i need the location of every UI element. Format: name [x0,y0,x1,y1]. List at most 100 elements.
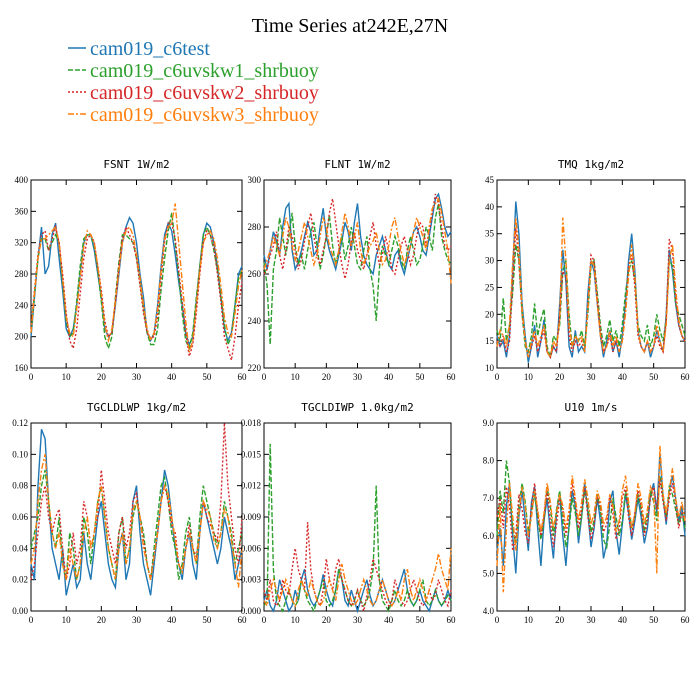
x-tick-label: 0 [262,615,267,625]
x-tick-label: 50 [202,372,212,382]
y-tick-label: 0.08 [12,481,28,491]
series-line-cam019-c6test [30,429,243,596]
x-tick-label: 10 [524,372,534,382]
x-tick-label: 20 [555,372,565,382]
y-tick-label: 15 [485,336,495,346]
x-tick-label: 10 [291,615,301,625]
x-tick-label: 40 [618,372,628,382]
y-tick-label: 9.0 [483,418,495,428]
x-tick-label: 50 [649,372,659,382]
x-tick-label: 20 [322,615,332,625]
y-tick-label: 8.0 [483,456,495,466]
x-tick-label: 60 [447,372,457,382]
x-tick-label: 40 [384,615,394,625]
x-tick-label: 40 [167,615,177,625]
series-line-cam019-c6uvskw3-shrbuoy [30,454,243,588]
y-tick-label: 0.015 [241,449,262,459]
y-tick-label: 7.0 [483,493,495,503]
y-tick-label: 40 [485,202,495,212]
series-line-cam019-c6test [496,453,686,574]
x-tick-label: 30 [587,615,597,625]
y-tick-label: 20 [485,309,495,319]
legend-label: cam019_c6uvskw3_shrbuoy [90,104,319,126]
series-line-cam019-c6uvskw2-shrbuoy [496,228,686,360]
chart-panel: TGCLDLWP 1kg/m2 0 10 20 30 40 50 60 0.00 0.02 0.04… [12,401,247,625]
y-tick-label: 160 [15,363,29,373]
series-line-cam019-c6uvskw1-shrbuoy [496,244,686,358]
y-tick-label: 6.0 [483,531,495,541]
y-tick-label: 220 [248,363,262,373]
y-tick-label: 0.02 [12,575,28,585]
x-tick-label: 0 [262,372,267,382]
x-tick-label: 30 [132,615,142,625]
series-line-cam019-c6uvskw3-shrbuoy [496,217,686,360]
legend-label: cam019_c6uvskw1_shrbuoy [90,60,319,82]
chart-panel: FSNT 1W/m2 0 10 20 30 40 50 60 160 200 240 280 320 36… [15,158,248,382]
x-tick-label: 0 [495,615,500,625]
x-tick-label: 20 [97,615,107,625]
y-tick-label: 320 [15,238,29,248]
chart-panel: U10 1m/s 0 10 20 30 40 50 60 4.0 5.0 6.0 7.0 8.0 9.0 [483,401,690,625]
x-tick-label: 30 [587,372,597,382]
series-line-cam019-c6uvskw2-shrbuoy [30,422,243,580]
legend-label: cam019_c6test [90,38,210,60]
series-line-cam019-c6uvskw3-shrbuoy [263,197,452,284]
series-line-cam019-c6uvskw2-shrbuoy [30,222,243,361]
x-tick-label: 60 [447,615,457,625]
series-line-cam019-c6uvskw3-shrbuoy [263,548,452,608]
x-tick-label: 50 [649,615,659,625]
x-tick-label: 0 [495,372,500,382]
series-line-cam019-c6test [30,216,243,347]
figure-title: Time Series at242E,27N [252,15,448,37]
legend-label: cam019_c6uvskw2_shrbuoy [90,82,319,104]
legend-entry: cam019_c6test [68,38,210,60]
chart-panel: FLNT 1W/m2 0 10 20 30 40 50 60 220 240 260 280 300 [248,158,457,382]
x-tick-label: 60 [238,615,248,625]
panel-title: TMQ 1kg/m2 [558,158,624,171]
x-tick-label: 60 [238,372,248,382]
y-tick-label: 360 [15,206,29,216]
series-line-cam019-c6uvskw1-shrbuoy [263,443,452,613]
chart-panel: TGCLDIWP 1.0kg/m20 10 20 30 40 50 600.0000.003… [241,401,456,625]
x-tick-label: 50 [415,372,425,382]
x-tick-label: 30 [353,372,363,382]
x-tick-label: 30 [353,615,363,625]
series-line-cam019-c6uvskw3-shrbuoy [496,445,686,593]
x-tick-label: 40 [167,372,177,382]
y-tick-label: 0.10 [12,449,28,459]
x-tick-label: 0 [29,615,34,625]
x-tick-label: 60 [681,372,691,382]
series-line-cam019-c6uvskw1-shrbuoy [263,203,452,345]
series-line-cam019-c6uvskw3-shrbuoy [30,203,243,353]
y-tick-label: 280 [248,222,262,232]
y-tick-label: 0.12 [12,418,28,428]
panel-title: FSNT 1W/m2 [103,158,169,171]
legend: cam019_c6test cam019_c6uvskw1_shrbuoy ca… [68,38,319,126]
y-tick-label: 200 [15,332,29,342]
series-line-cam019-c6uvskw2-shrbuoy [496,479,686,551]
y-tick-label: 0.009 [241,512,262,522]
panel-title: U10 1m/s [565,401,618,414]
y-tick-label: 280 [15,269,29,279]
y-tick-label: 0.04 [12,543,28,553]
y-tick-label: 0.000 [241,606,262,616]
legend-entry: cam019_c6uvskw1_shrbuoy [68,60,319,82]
legend-entry: cam019_c6uvskw2_shrbuoy [68,82,319,104]
panel-title: TGCLDLWP 1kg/m2 [87,401,186,414]
x-tick-label: 30 [132,372,142,382]
legend-entry: cam019_c6uvskw3_shrbuoy [68,104,319,126]
x-tick-label: 10 [524,615,534,625]
y-tick-label: 0.006 [241,543,262,553]
y-tick-label: 25 [485,282,495,292]
panel-grid: FSNT 1W/m20 10 20 30 40 50 6016020024028032036… [12,158,690,625]
y-tick-label: 45 [485,175,495,185]
x-tick-label: 20 [97,372,107,382]
x-tick-label: 20 [322,372,332,382]
x-tick-label: 10 [62,615,72,625]
x-tick-label: 40 [618,615,628,625]
y-tick-label: 400 [15,175,29,185]
y-tick-label: 0.00 [12,606,28,616]
y-tick-label: 5.0 [483,568,495,578]
y-tick-label: 30 [485,256,495,266]
